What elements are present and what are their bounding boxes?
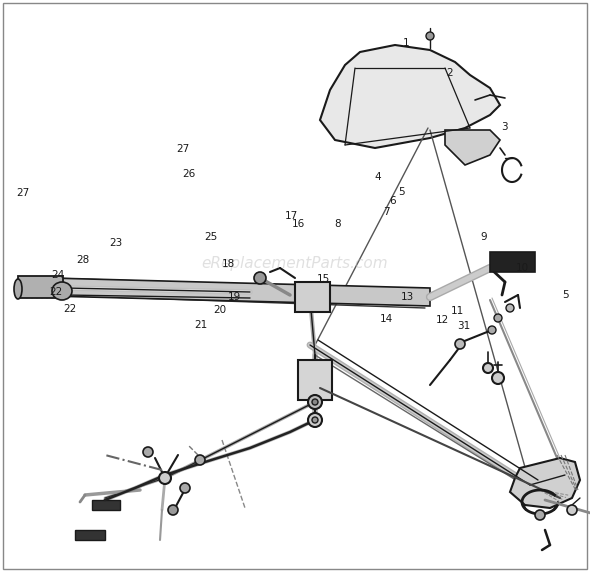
Text: 3: 3 [501, 122, 508, 132]
Text: 11: 11 [451, 306, 464, 316]
Circle shape [312, 417, 318, 423]
Circle shape [488, 326, 496, 334]
Text: 22: 22 [50, 287, 63, 297]
Bar [92, 500, 120, 510]
Text: 24: 24 [51, 269, 64, 280]
Bar [75, 530, 105, 540]
Circle shape [308, 395, 322, 409]
Text: 17: 17 [285, 211, 298, 221]
Circle shape [312, 399, 318, 405]
Circle shape [426, 32, 434, 40]
Text: 9: 9 [480, 232, 487, 243]
Text: 18: 18 [222, 259, 235, 269]
Circle shape [494, 314, 502, 322]
Text: 23: 23 [109, 237, 122, 248]
Text: 16: 16 [292, 219, 305, 229]
Bar [490, 252, 535, 272]
Text: 27: 27 [16, 188, 29, 198]
Circle shape [180, 483, 190, 493]
Circle shape [506, 304, 514, 312]
Text: 27: 27 [176, 144, 189, 154]
Text: 14: 14 [380, 314, 393, 324]
Circle shape [159, 472, 171, 484]
Circle shape [535, 510, 545, 520]
Text: 5: 5 [562, 290, 569, 300]
Circle shape [483, 363, 493, 373]
Text: 19: 19 [228, 292, 241, 303]
Text: eReplacementParts.com: eReplacementParts.com [202, 256, 388, 271]
Text: 25: 25 [205, 232, 218, 243]
Text: 15: 15 [317, 274, 330, 284]
Text: 7: 7 [383, 206, 390, 217]
Polygon shape [320, 45, 500, 148]
Text: 4: 4 [374, 172, 381, 182]
Text: 13: 13 [401, 292, 414, 303]
Circle shape [308, 413, 322, 427]
Text: 26: 26 [182, 169, 195, 180]
Text: 10: 10 [516, 263, 529, 273]
Circle shape [254, 272, 266, 284]
Circle shape [567, 505, 577, 515]
Circle shape [195, 455, 205, 465]
Text: 12: 12 [436, 315, 449, 325]
Circle shape [168, 505, 178, 515]
Bar [18, 276, 63, 298]
Ellipse shape [52, 282, 72, 300]
Bar [295, 282, 330, 312]
Bar [298, 360, 332, 400]
Polygon shape [445, 130, 500, 165]
Text: 6: 6 [389, 196, 396, 206]
Text: 21: 21 [194, 320, 207, 330]
Ellipse shape [14, 279, 22, 299]
Text: 20: 20 [213, 305, 226, 315]
Text: 8: 8 [334, 219, 341, 229]
Polygon shape [50, 278, 430, 306]
Text: 31: 31 [457, 321, 470, 331]
Text: 1: 1 [402, 38, 409, 48]
Polygon shape [510, 458, 580, 508]
Text: 5: 5 [398, 187, 405, 197]
Circle shape [455, 339, 465, 349]
Circle shape [143, 447, 153, 457]
Text: 2: 2 [446, 68, 453, 78]
Circle shape [492, 372, 504, 384]
Text: 28: 28 [76, 255, 89, 265]
Text: 22: 22 [63, 304, 76, 314]
